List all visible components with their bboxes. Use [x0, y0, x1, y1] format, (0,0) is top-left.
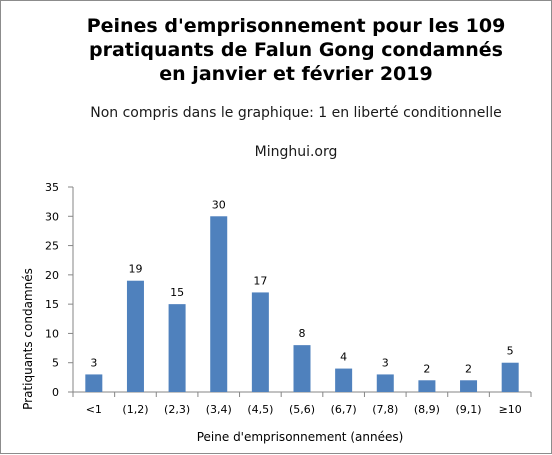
bar [126, 280, 144, 392]
y-tick-label: 35 [45, 181, 59, 194]
bar-value-label: 2 [465, 362, 472, 375]
bar [85, 374, 103, 392]
bars [85, 216, 519, 392]
x-axis-title: Peine d'emprisonnement (années) [197, 430, 404, 444]
bar-value-label: 5 [507, 345, 514, 358]
y-tick-label: 30 [45, 210, 59, 223]
bar-value-label: 17 [253, 274, 267, 287]
x-axis: <1 (1,2) (2,3) (3,4) (4,5) (5,6) (6,7) (7,8) (8,… [72, 391, 532, 416]
bar [501, 362, 519, 392]
x-tick-label: (3,4) [206, 403, 232, 416]
y-axis: 0 5 10 15 20 25 30 35 [45, 181, 74, 399]
chart-title-line-2: pratiquants de Falun Gong condamnés [89, 39, 503, 61]
data-labels: 3 19 15 30 17 8 4 3 2 2 5 [90, 198, 513, 375]
bar [460, 380, 478, 392]
bar-value-label: 2 [423, 362, 430, 375]
bar-value-label: 4 [340, 351, 347, 364]
x-tick-label: ≥10 [499, 403, 522, 416]
x-tick-label: (4,5) [247, 403, 273, 416]
bar-value-label: 8 [299, 327, 306, 340]
bar [168, 304, 186, 392]
bar [210, 216, 228, 392]
bar-value-label: 30 [212, 198, 226, 211]
y-tick-label: 20 [45, 269, 59, 282]
x-tick-label: <1 [86, 403, 102, 416]
x-tick-label: (1,2) [122, 403, 148, 416]
x-tick-label: (2,3) [164, 403, 190, 416]
chart-subtitle: Non compris dans le graphique: 1 en libe… [90, 105, 501, 121]
bar-value-label: 3 [90, 356, 97, 369]
bar [293, 345, 311, 392]
bar-value-label: 3 [382, 356, 389, 369]
x-tick-label: (5,6) [289, 403, 315, 416]
y-tick-label: 25 [45, 240, 59, 253]
y-tick-label: 0 [52, 386, 59, 399]
bar [376, 374, 394, 392]
bar-value-label: 15 [170, 286, 184, 299]
bar [251, 292, 269, 392]
y-tick-label: 10 [45, 327, 59, 340]
x-tick-label: (6,7) [331, 403, 357, 416]
chart-title-line-1: Peines d'emprisonnement pour les 109 [87, 15, 506, 37]
x-tick-label: (8,9) [414, 403, 440, 416]
chart-title-line-3: en janvier et février 2019 [159, 63, 432, 85]
y-tick-label: 5 [52, 357, 59, 370]
bar [418, 380, 436, 392]
x-tick-label: (9,1) [456, 403, 482, 416]
bar [335, 368, 353, 392]
y-axis-title: Pratiquants condamnés [21, 268, 35, 410]
y-tick-label: 15 [45, 298, 59, 311]
chart-source: Minghui.org [255, 144, 338, 160]
x-tick-label: (7,8) [372, 403, 398, 416]
bar-value-label: 19 [128, 263, 142, 276]
